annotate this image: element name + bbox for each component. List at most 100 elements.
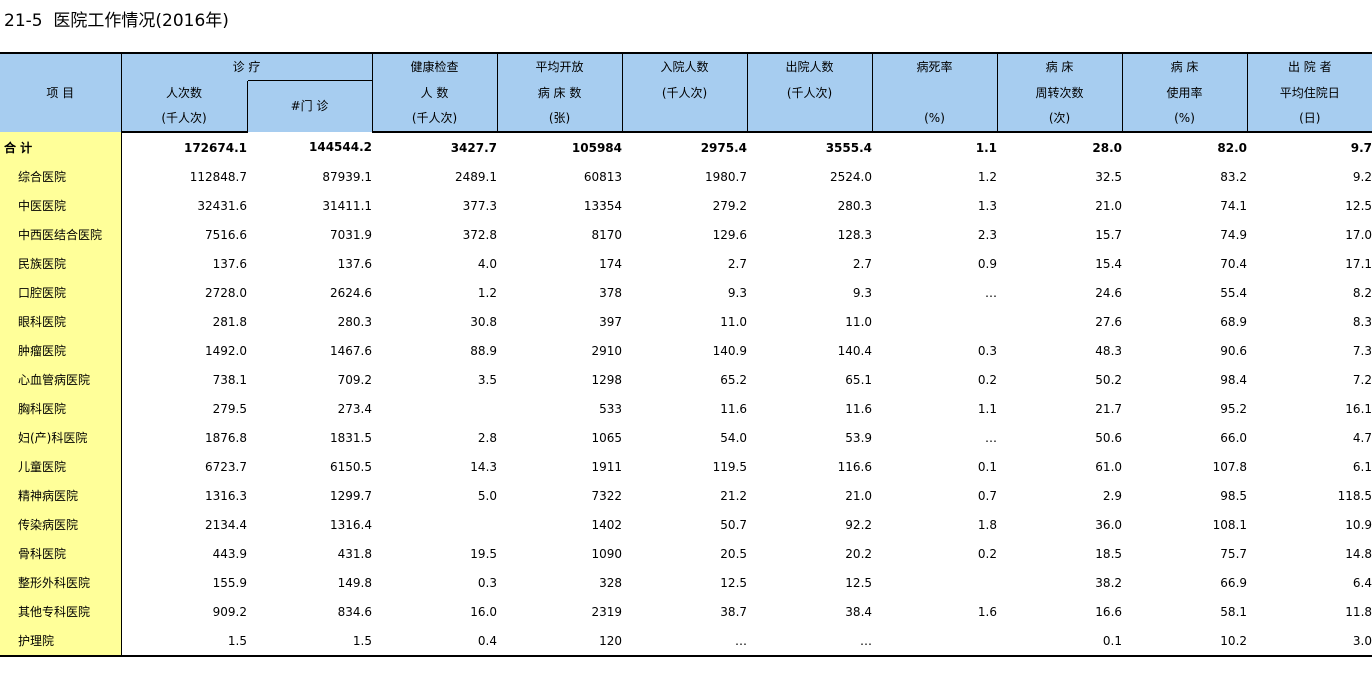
cell-usage: 108.1 — [1212, 517, 1248, 532]
header-visits-l2: 人次数 — [120, 80, 247, 106]
cell-beds: 1911 — [591, 459, 623, 474]
header-beds-l2: 病 床 数 — [496, 80, 623, 106]
header-beds-l1: 平均开放 — [496, 52, 623, 81]
header-checkup-l2: 人 数 — [371, 80, 498, 106]
cell-checkup: 30.8 — [470, 314, 498, 329]
cell-checkup: 1.2 — [477, 285, 498, 300]
table-title: 21-5 医院工作情况(2016年) — [4, 11, 229, 31]
table-row: 其他专科医院 909.2 834.6 16.0 2319 38.7 38.4 1.6 16.6 5… — [0, 597, 1372, 626]
row-label: 心血管病医院 — [0, 365, 122, 394]
cell-stay: 16.1 — [1345, 401, 1372, 416]
header-admit-l1: 入院人数 — [621, 52, 748, 81]
cell-admit: 129.6 — [712, 227, 748, 242]
cell-outpatient: 709.2 — [337, 372, 373, 387]
cell-usage: 95.2 — [1220, 401, 1248, 416]
cell-stay: 7.3 — [1352, 343, 1372, 358]
row-label: 中西医结合医院 — [0, 220, 122, 249]
cell-mortality: 1.3 — [977, 198, 998, 213]
cell-outpatient: 273.4 — [337, 401, 373, 416]
header-mortality-l1: 病死率 — [871, 52, 998, 81]
cell-outpatient: 31411.1 — [322, 198, 373, 213]
cell-visits: 172674.1 — [183, 140, 247, 155]
cell-stay: 6.1 — [1352, 459, 1372, 474]
cell-visits: 7516.6 — [205, 227, 247, 242]
table-row: 中医医院 32431.6 31411.1 377.3 13354 279.2 280.3 1.… — [0, 191, 1372, 220]
cell-mortality: 2.3 — [977, 227, 998, 242]
cell-outpatient: 431.8 — [337, 546, 373, 561]
cell-checkup: 88.9 — [470, 343, 498, 358]
cell-discharge: 11.0 — [845, 314, 873, 329]
header-visits-l1: 诊 疗 — [120, 52, 373, 81]
table-row: 精神病医院 1316.3 1299.7 5.0 7322 21.2 21.0 0.7 2.9 98… — [0, 481, 1372, 510]
cell-visits: 155.9 — [212, 575, 247, 590]
cell-usage: 66.9 — [1220, 575, 1248, 590]
cell-admit: 11.6 — [720, 401, 748, 416]
table-row: 民族医院 137.6 137.6 4.0 174 2.7 2.7 0.9 15.4 70.4 17.… — [0, 249, 1372, 278]
cell-discharge: … — [747, 626, 873, 657]
cell-beds: 1402 — [591, 517, 623, 532]
cell-visits: 279.5 — [212, 401, 247, 416]
cell-beds: 120 — [497, 626, 623, 657]
cell-usage: 98.4 — [1220, 372, 1248, 387]
cell-turnover: 15.4 — [1095, 256, 1123, 271]
cell-beds: 397 — [599, 314, 623, 329]
cell-turnover: 21.0 — [1095, 198, 1123, 213]
table-row: 口腔医院 2728.0 2624.6 1.2 378 9.3 9.3 … 24.6 55.4 8.2 — [0, 278, 1372, 307]
cell-stay: 9.2 — [1352, 169, 1372, 184]
row-label: 整形外科医院 — [0, 568, 122, 597]
cell-beds: 2910 — [591, 343, 623, 358]
row-label: 肿瘤医院 — [0, 336, 122, 365]
cell-discharge: 11.6 — [845, 401, 873, 416]
cell-checkup: 4.0 — [477, 256, 498, 271]
cell-stay: 7.2 — [1352, 372, 1372, 387]
header-usage-l1: 病 床 — [1121, 52, 1248, 81]
cell-turnover: 48.3 — [1095, 343, 1123, 358]
cell-beds: 60813 — [583, 169, 623, 184]
cell-turnover: 28.0 — [1092, 140, 1123, 155]
cell-checkup: 19.5 — [470, 546, 498, 561]
cell-visits: 909.2 — [212, 604, 247, 619]
header-turnover-l2: 周转次数 — [996, 80, 1123, 106]
cell-visits: 738.1 — [212, 372, 247, 387]
cell-admit: 9.3 — [727, 285, 748, 300]
cell-usage: 74.9 — [1220, 227, 1248, 242]
cell-outpatient: 7031.9 — [330, 227, 373, 242]
cell-mortality: 1.1 — [975, 140, 998, 155]
cell-beds: 1298 — [591, 372, 623, 387]
row-label: 民族医院 — [0, 249, 122, 278]
cell-discharge: 38.4 — [845, 604, 873, 619]
cell-mortality: 0.9 — [977, 256, 998, 271]
cell-discharge: 116.6 — [837, 459, 873, 474]
cell-mortality: … — [985, 285, 998, 300]
cell-usage: 107.8 — [1212, 459, 1248, 474]
cell-outpatient: 2624.6 — [330, 285, 373, 300]
cell-discharge: 21.0 — [845, 488, 873, 503]
cell-outpatient: 144544.2 — [309, 140, 373, 154]
cell-admit: 54.0 — [720, 430, 748, 445]
cell-checkup — [372, 510, 497, 539]
cell-beds: 378 — [599, 285, 623, 300]
header-usage-l2: 使用率 — [1121, 80, 1248, 106]
cell-visits: 2134.4 — [205, 517, 247, 532]
row-label: 综合医院 — [0, 162, 122, 191]
cell-outpatient: 834.6 — [337, 604, 373, 619]
cell-usage: 74.1 — [1220, 198, 1248, 213]
cell-mortality: … — [985, 430, 998, 445]
cell-visits: 1876.8 — [205, 430, 247, 445]
cell-turnover: 32.5 — [1095, 169, 1123, 184]
cell-checkup: 2.8 — [477, 430, 498, 445]
cell-mortality: 0.2 — [977, 372, 998, 387]
cell-outpatient: 137.6 — [337, 256, 373, 271]
cell-visits: 32431.6 — [197, 198, 247, 213]
header-admit-l2: (千人次) — [621, 80, 748, 106]
cell-visits: 137.6 — [212, 256, 247, 271]
cell-turnover: 50.2 — [1095, 372, 1123, 387]
cell-usage: 66.0 — [1220, 430, 1248, 445]
cell-admit: 50.7 — [720, 517, 748, 532]
cell-turnover: 38.2 — [1095, 575, 1123, 590]
cell-admit: 20.5 — [720, 546, 748, 561]
cell-turnover: 21.7 — [1095, 401, 1123, 416]
cell-checkup: 2489.1 — [455, 169, 498, 184]
cell-stay: 14.8 — [1345, 546, 1372, 561]
cell-visits: 1316.3 — [205, 488, 247, 503]
